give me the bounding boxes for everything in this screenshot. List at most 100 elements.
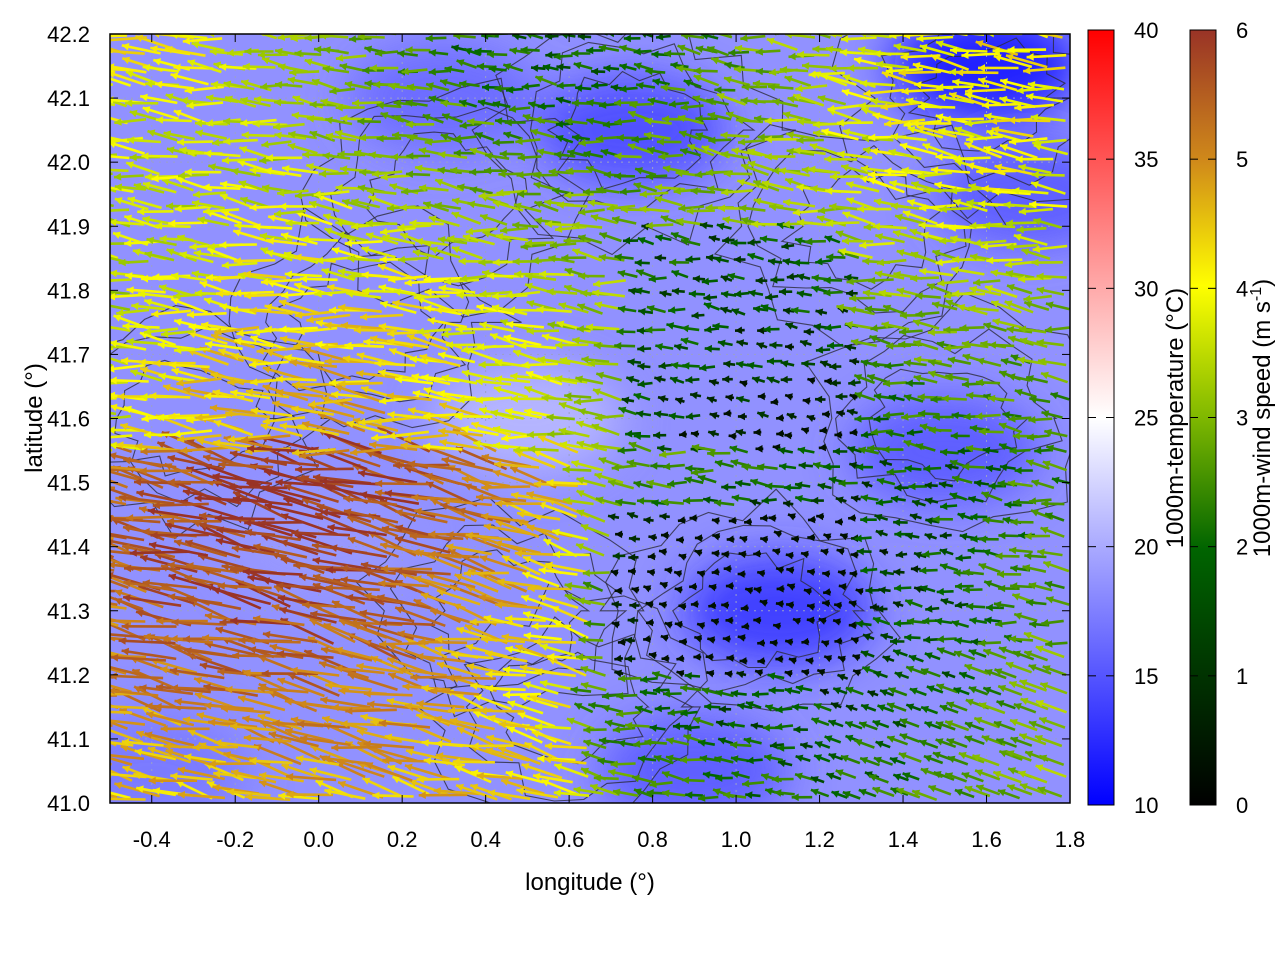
wind-vector-head xyxy=(451,651,459,659)
wind-vector-head xyxy=(208,163,216,171)
wind-vector-head xyxy=(1031,509,1039,517)
wind-vector-head xyxy=(723,360,731,368)
wind-vector-head xyxy=(313,473,321,482)
wind-vector-head xyxy=(296,755,304,763)
wind-vector-head xyxy=(192,190,201,199)
wind-vector-head xyxy=(966,391,974,400)
wind-vector-head xyxy=(968,649,977,657)
wind-vector xyxy=(418,640,468,645)
wind-vector-head xyxy=(167,454,176,463)
wind-vector-head xyxy=(861,430,869,439)
wind-vector-head xyxy=(170,684,178,692)
wind-vector-head xyxy=(514,549,522,558)
wind-vector-head xyxy=(770,276,778,284)
wind-vector-head xyxy=(752,376,760,384)
wind-vector-head xyxy=(592,289,600,297)
wind-vector-head xyxy=(75,631,82,639)
wind-vector-head xyxy=(90,546,97,554)
wind-vector-head xyxy=(544,755,552,764)
wind-vector-head xyxy=(968,686,977,694)
wind-vector-head xyxy=(94,380,101,388)
wind-vector-head xyxy=(739,380,748,388)
wind-vector-head xyxy=(625,721,633,730)
wind-vector-head xyxy=(660,581,668,590)
wind-vector-head xyxy=(455,325,463,333)
wind-vector-head xyxy=(666,737,674,745)
wind-vector-head xyxy=(838,247,847,256)
wind-vector-head xyxy=(523,610,531,619)
wind-vector xyxy=(424,473,478,489)
wind-vector-head xyxy=(699,754,708,763)
wind-vector-head xyxy=(380,564,388,573)
wind-vector-head xyxy=(836,303,844,312)
wind-vector-head xyxy=(869,360,878,369)
wind-vector-head xyxy=(722,236,730,245)
wind-vector-head xyxy=(1004,501,1012,509)
wind-vector-head xyxy=(860,756,869,765)
wind-vector xyxy=(145,712,195,727)
wind-vector xyxy=(156,441,210,467)
wind-vector-head xyxy=(654,410,662,418)
wind-vector-head xyxy=(932,249,941,257)
wind-vector-head xyxy=(976,784,985,792)
wind-vector xyxy=(129,550,190,555)
wind-vector-head xyxy=(471,742,479,750)
wind-vector-head xyxy=(1019,679,1028,687)
wind-vector xyxy=(319,479,380,486)
wind-vector-head xyxy=(553,550,561,559)
wind-vector-head xyxy=(418,791,426,799)
wind-vector-head xyxy=(583,620,592,628)
wind-vector-head xyxy=(357,728,365,736)
wind-vector xyxy=(118,639,176,645)
wind-vector-head xyxy=(709,378,717,387)
wind-vector xyxy=(484,651,528,663)
wind-vector-head xyxy=(262,365,271,374)
wind-vector-head xyxy=(485,670,493,678)
wind-vector xyxy=(363,692,413,697)
wind-vector-head xyxy=(140,393,148,401)
wind-vector-head xyxy=(757,133,765,141)
wind-vector-head xyxy=(538,594,547,602)
wind-vector-head xyxy=(528,445,536,453)
wind-vector xyxy=(338,381,383,386)
wind-vector-head xyxy=(991,300,1000,308)
wind-vector-head xyxy=(523,681,531,689)
wind-vector-head xyxy=(526,327,534,335)
wind-vector-head xyxy=(279,422,288,430)
wind-vector-head xyxy=(737,178,745,187)
wind-vector xyxy=(135,444,180,452)
wind-vector-head xyxy=(233,257,241,265)
wind-vector-head xyxy=(1000,143,1008,152)
wind-vector-head xyxy=(252,328,261,336)
wind-vector-head xyxy=(594,301,603,309)
wind-vector-head xyxy=(660,215,669,223)
wind-vector-head xyxy=(150,531,158,540)
wind-vector-head xyxy=(1007,784,1016,792)
wind-vector-head xyxy=(446,531,454,539)
wind-vector-head xyxy=(964,735,973,743)
wind-vector-head xyxy=(120,744,129,752)
wind-vector-head xyxy=(262,577,270,585)
wind-vector-head xyxy=(322,715,330,724)
wind-vector-head xyxy=(173,109,182,117)
wind-vector-head xyxy=(813,703,822,711)
wind-vector-head xyxy=(780,360,789,368)
wind-vector-head xyxy=(101,703,108,711)
wind-vector-head xyxy=(437,389,445,398)
wind-vector-head xyxy=(409,532,417,541)
wind-vector-head xyxy=(997,479,1005,488)
wind-vector-head xyxy=(1012,593,1021,601)
wind-vector-head xyxy=(279,325,287,333)
wind-vector-head xyxy=(602,704,610,713)
wind-vector-head xyxy=(393,99,401,108)
wind-vector-head xyxy=(182,635,190,643)
wind-vector xyxy=(404,764,451,781)
wind-vector-head xyxy=(196,712,205,720)
wind-vector-head xyxy=(340,564,348,573)
wind-vector-head xyxy=(954,650,962,658)
wind-vector-head xyxy=(659,290,668,298)
wind-vector-head xyxy=(862,257,870,266)
wind-vector-head xyxy=(954,601,963,609)
wind-vector-head xyxy=(721,290,729,299)
wind-vector-head xyxy=(753,428,761,436)
